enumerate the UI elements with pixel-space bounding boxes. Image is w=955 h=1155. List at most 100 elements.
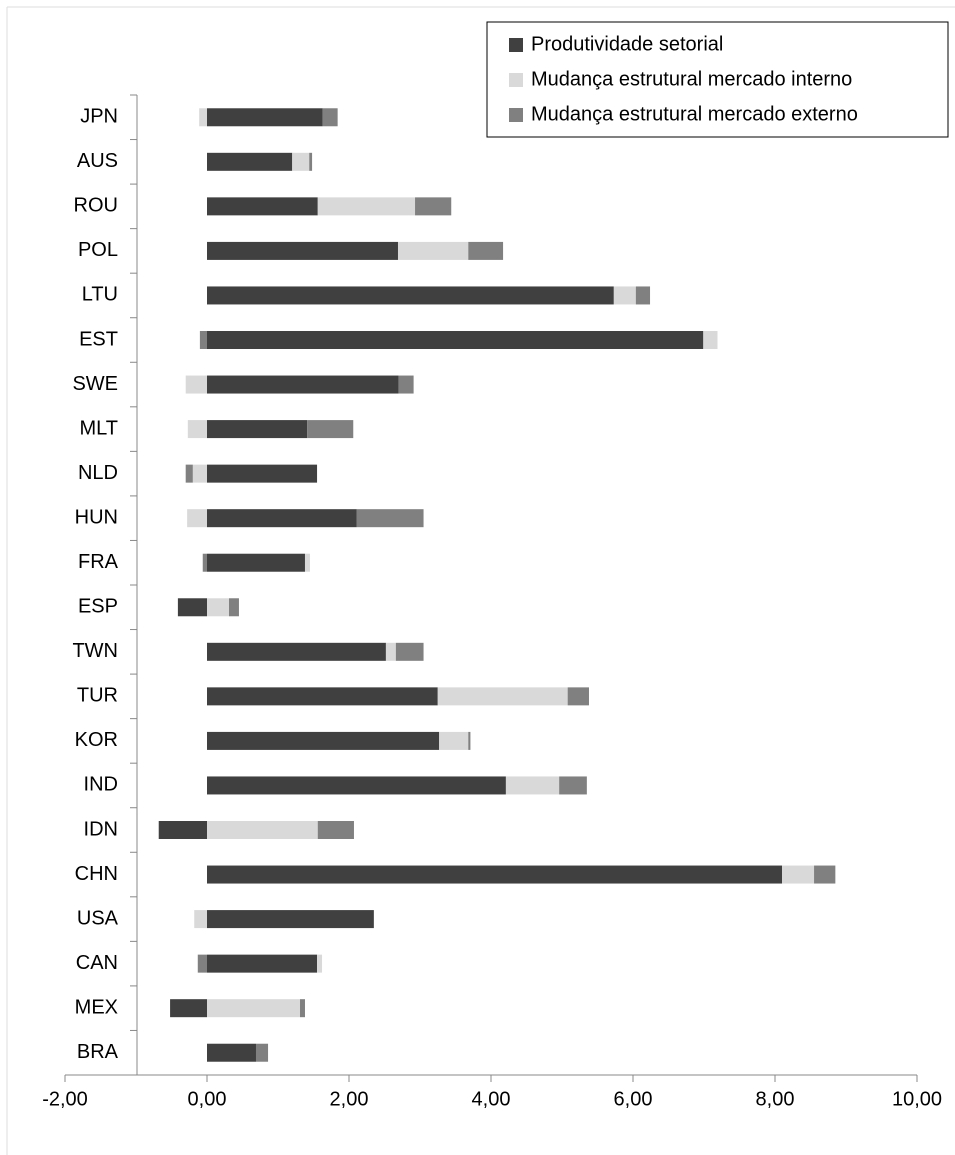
x-tick-label: -2,00 — [42, 1088, 88, 1110]
y-tick-label: USA — [77, 907, 119, 929]
bar-segment — [322, 108, 338, 127]
y-tick-label: IDN — [84, 818, 118, 840]
y-tick-label: CHN — [75, 863, 118, 885]
bar-segment — [194, 910, 207, 929]
bar-segment — [199, 108, 207, 127]
bar-segment — [814, 865, 836, 884]
bar-segment — [207, 331, 704, 349]
plot-area: -2,00 0,00 2,00 4,00 6,00 8,00 10,00 JPN AUS ROU P… — [42, 94, 942, 1110]
y-tick-label: POL — [78, 239, 118, 261]
bar-segment — [567, 687, 589, 706]
legend: Produtividade setorial Mudança estrutural… — [509, 33, 858, 125]
y-tick-label: EST — [79, 328, 118, 350]
bar-segment — [207, 286, 614, 305]
bar-segment — [207, 999, 301, 1018]
bar-segment — [207, 642, 386, 661]
bar-segment — [468, 241, 504, 260]
bar-segment — [207, 241, 398, 260]
bar-segment — [207, 152, 293, 171]
bar-segment — [635, 286, 651, 305]
bar-segment — [207, 731, 440, 750]
bar-segment — [187, 420, 207, 439]
bar-segment — [207, 375, 399, 394]
bar-segment — [158, 821, 207, 839]
bar-segment — [439, 731, 469, 750]
bar-segment — [199, 331, 207, 349]
bar-segment — [207, 776, 506, 795]
y-tick-label: ROU — [74, 195, 118, 217]
legend-swatch — [509, 108, 523, 122]
y-tick-label: TUR — [77, 685, 118, 707]
bar-segment — [385, 642, 396, 661]
y-tick-label: CAN — [76, 952, 118, 974]
x-tick-label: 8,00 — [756, 1088, 795, 1110]
bar-segment — [317, 197, 416, 216]
bar-segment — [177, 598, 207, 617]
bar-segment — [304, 553, 310, 572]
y-tick-label: HUN — [75, 506, 118, 528]
bar-segment — [185, 464, 193, 483]
legend-label: Mudança estrutural mercado interno — [531, 68, 852, 90]
bar-segment — [187, 509, 207, 528]
bar-segment — [468, 731, 471, 750]
bar-segment — [229, 598, 239, 617]
bar-segment — [300, 999, 305, 1018]
bar-segment — [207, 598, 230, 617]
bar-segment — [207, 910, 374, 929]
y-tick-label: NLD — [78, 462, 118, 484]
x-tick-label: 10,00 — [892, 1088, 942, 1110]
bar-segment — [207, 553, 305, 572]
y-tick-label: JPN — [80, 106, 118, 128]
legend-box — [486, 21, 949, 138]
bar-segment — [170, 999, 207, 1018]
bar-segment — [356, 509, 424, 528]
y-tick-label: ESP — [78, 596, 118, 618]
bar-segment — [782, 865, 815, 884]
bar-segment — [207, 821, 318, 839]
legend-swatch — [509, 73, 523, 87]
y-tick-label: BRA — [77, 1041, 119, 1063]
y-tick-label: MEX — [75, 996, 118, 1018]
y-tick-label: SWE — [72, 373, 118, 395]
bar-segment — [185, 375, 207, 394]
y-tick-label: KOR — [75, 729, 118, 751]
bar-segment — [197, 954, 207, 973]
bar-segment — [207, 197, 318, 216]
bar-segment — [613, 286, 636, 305]
bar-segment — [505, 776, 560, 795]
legend-swatch — [509, 38, 523, 52]
bar-segment — [207, 509, 357, 528]
bar-segment — [202, 553, 207, 572]
bar-segment — [207, 954, 318, 973]
legend-label: Produtividade setorial — [531, 33, 723, 55]
y-tick-label: FRA — [78, 551, 119, 573]
bar-segment — [292, 152, 310, 171]
y-tick-label: AUS — [77, 150, 118, 172]
bar-segment — [207, 420, 308, 439]
x-tick-label: 2,00 — [330, 1088, 369, 1110]
bar-segment — [207, 687, 438, 706]
y-tick-label: IND — [84, 774, 118, 796]
bar-segment — [437, 687, 568, 706]
bar-segment — [397, 241, 469, 260]
bar-segment — [415, 197, 452, 216]
legend-label: Mudança estrutural mercado externo — [531, 103, 858, 125]
bar-segment — [307, 420, 354, 439]
bar-segment — [703, 331, 718, 349]
bar-segment — [207, 108, 323, 127]
x-tick-label: 4,00 — [472, 1088, 511, 1110]
bar-segment — [317, 954, 323, 973]
bar-segment — [207, 865, 783, 884]
bar-segment — [559, 776, 587, 795]
y-tick-label: LTU — [82, 284, 118, 306]
bar-segment — [398, 375, 414, 394]
bar-segment — [309, 152, 313, 171]
bar-segment — [395, 642, 424, 661]
bar-segment — [207, 1043, 256, 1062]
x-tick-label: 0,00 — [188, 1088, 227, 1110]
y-tick-label: MLT — [79, 417, 118, 439]
x-tick-label: 6,00 — [614, 1088, 653, 1110]
bar-segment — [207, 464, 318, 483]
